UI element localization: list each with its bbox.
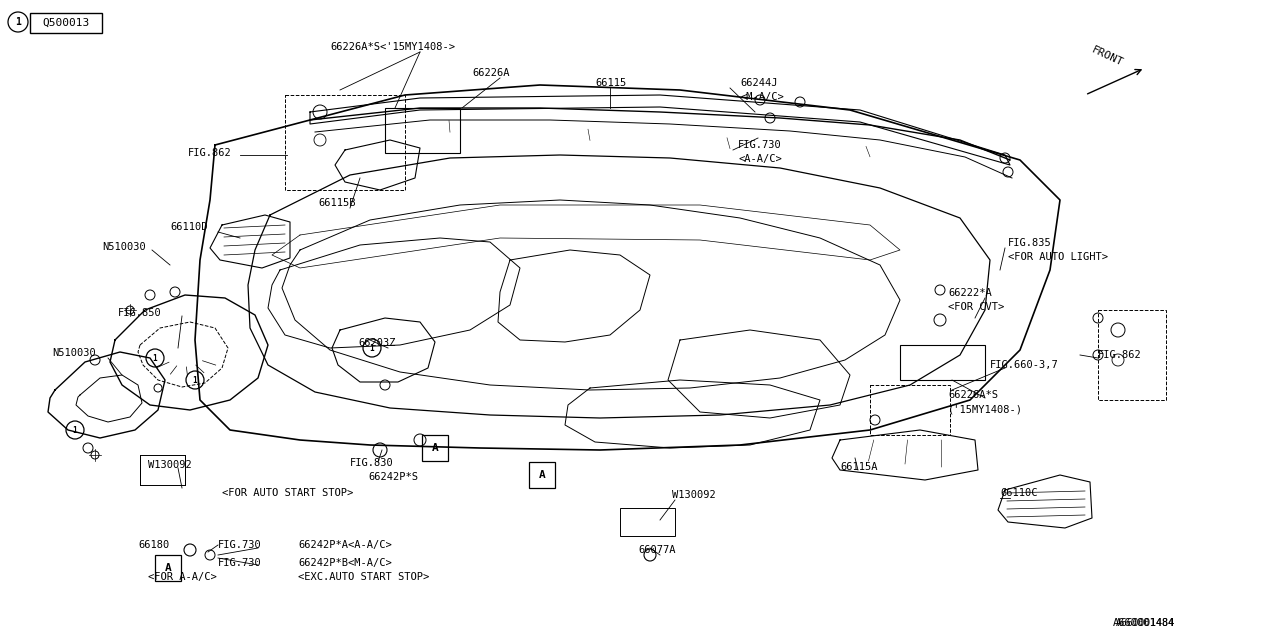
Text: 66110C: 66110C: [1000, 488, 1038, 498]
Text: 66242P*B<M-A/C>: 66242P*B<M-A/C>: [298, 558, 392, 568]
Text: FRONT: FRONT: [1091, 45, 1125, 68]
Text: 66244J: 66244J: [740, 78, 777, 88]
Text: FIG.660-3,7: FIG.660-3,7: [989, 360, 1059, 370]
Text: Q500013: Q500013: [42, 18, 90, 28]
Text: FIG.862: FIG.862: [1098, 350, 1142, 360]
Text: <EXC.AUTO START STOP>: <EXC.AUTO START STOP>: [298, 572, 429, 582]
Text: 66077A: 66077A: [637, 545, 676, 555]
Text: N510030: N510030: [52, 348, 96, 358]
Text: FIG.862: FIG.862: [188, 148, 232, 158]
Text: 66242P*A<A-A/C>: 66242P*A<A-A/C>: [298, 540, 392, 550]
Text: 66180: 66180: [138, 540, 169, 550]
Text: 66115B: 66115B: [317, 198, 356, 208]
Text: 66115: 66115: [595, 78, 626, 88]
Text: 1: 1: [15, 17, 20, 27]
Text: 66203Z: 66203Z: [358, 338, 396, 348]
Text: 66226A*S<'15MY1408->: 66226A*S<'15MY1408->: [330, 42, 454, 52]
Text: A: A: [431, 443, 438, 453]
Text: <FOR AUTO START STOP>: <FOR AUTO START STOP>: [221, 488, 353, 498]
Text: A660001484: A660001484: [1112, 618, 1175, 628]
Text: A: A: [165, 563, 172, 573]
Text: N510030: N510030: [102, 242, 146, 252]
Text: 1: 1: [73, 426, 77, 435]
Text: <A-A/C>: <A-A/C>: [739, 154, 782, 164]
Text: 1: 1: [193, 376, 197, 385]
Text: 66226A: 66226A: [472, 68, 509, 78]
Text: 1: 1: [370, 344, 374, 353]
Text: 66242P*S: 66242P*S: [369, 472, 419, 482]
Text: FIG.730: FIG.730: [218, 558, 261, 568]
Text: <FOR AUTO LIGHT>: <FOR AUTO LIGHT>: [1009, 252, 1108, 262]
Text: <FOR CVT>: <FOR CVT>: [948, 302, 1005, 312]
Text: FIG.850: FIG.850: [118, 308, 161, 318]
Text: 66115A: 66115A: [840, 462, 878, 472]
Text: FIG.730: FIG.730: [218, 540, 261, 550]
Text: 66226A*S: 66226A*S: [948, 390, 998, 400]
Text: FIG.730: FIG.730: [739, 140, 782, 150]
Text: A660001484: A660001484: [1116, 618, 1175, 628]
Text: W130092: W130092: [672, 490, 716, 500]
Text: ('15MY1408-): ('15MY1408-): [948, 404, 1023, 414]
Text: FIG.830: FIG.830: [349, 458, 394, 468]
Text: <FOR A-A/C>: <FOR A-A/C>: [148, 572, 216, 582]
Text: 1: 1: [152, 353, 157, 362]
Text: W130092: W130092: [148, 460, 192, 470]
Text: FIG.835: FIG.835: [1009, 238, 1052, 248]
Text: A: A: [539, 470, 545, 480]
Text: 66110D: 66110D: [170, 222, 207, 232]
Text: <M-A/C>: <M-A/C>: [740, 92, 783, 102]
Text: 66222*A: 66222*A: [948, 288, 992, 298]
